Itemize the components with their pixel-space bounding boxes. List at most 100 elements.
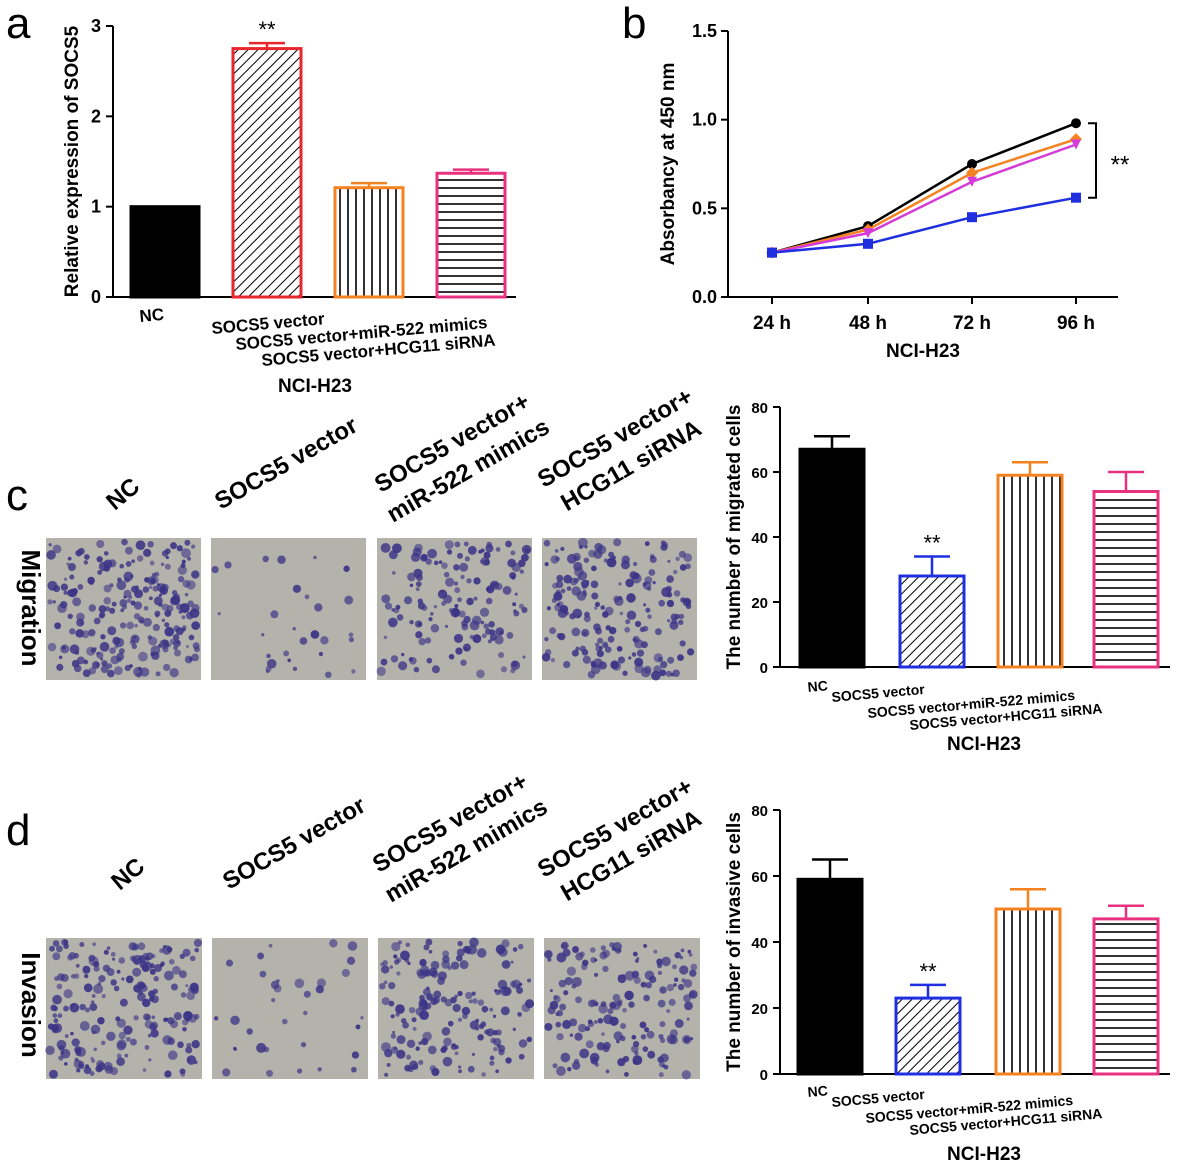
y-tick-label: 80 — [751, 803, 768, 820]
stained-cell — [292, 626, 296, 631]
stained-cell — [173, 1012, 182, 1021]
stained-cell — [443, 571, 450, 578]
stained-cell — [103, 1061, 113, 1071]
stained-cell — [388, 1000, 395, 1007]
stained-cell — [395, 604, 401, 610]
stained-cell — [613, 538, 622, 547]
stained-cell — [106, 946, 111, 950]
stained-cell — [177, 1041, 184, 1049]
stained-cell — [683, 553, 693, 562]
stained-cell — [265, 669, 270, 674]
stained-cell — [169, 638, 177, 645]
stained-cell — [493, 1037, 502, 1047]
stained-cell — [543, 539, 551, 547]
stained-cell — [161, 618, 166, 623]
stained-cell — [292, 584, 302, 593]
y-tick-label: 40 — [751, 530, 768, 547]
stained-cell — [266, 658, 277, 669]
stained-cell — [646, 1030, 655, 1039]
stained-cell — [582, 631, 587, 636]
invasion-micrograph-4 — [544, 938, 700, 1079]
stained-cell — [77, 1060, 85, 1068]
stained-cell — [632, 1060, 638, 1065]
stained-cell — [647, 1050, 656, 1059]
stained-cell — [425, 938, 433, 946]
stained-cell — [609, 1016, 619, 1026]
stained-cell — [616, 645, 623, 652]
stained-cell — [626, 593, 636, 603]
x-tick-label: 48 h — [849, 313, 887, 334]
chart-b-absorbancy: 0.0 0.5 1.0 1.5 24 h 48 h 72 h 96 h Absorbancy a… — [658, 21, 1129, 362]
category-label: NC — [139, 305, 165, 326]
stained-cell — [617, 656, 626, 664]
stained-cell — [176, 545, 183, 552]
stained-cell — [433, 560, 439, 566]
stained-cell — [673, 590, 681, 597]
stained-cell — [191, 544, 196, 549]
stained-cell — [389, 965, 394, 969]
stained-cell — [604, 646, 612, 653]
data-point — [1071, 118, 1081, 129]
bar-4 — [435, 171, 507, 299]
stained-cell — [181, 615, 186, 620]
stained-cell — [483, 559, 490, 566]
stained-cell — [391, 571, 396, 575]
stained-cell — [685, 563, 691, 570]
stained-cell — [63, 590, 68, 595]
stained-cell — [224, 561, 232, 569]
stained-cell — [184, 592, 189, 597]
stained-cell — [660, 661, 668, 669]
stained-cell — [689, 1037, 694, 1041]
stained-cell — [502, 586, 512, 595]
stained-cell — [433, 990, 442, 999]
stained-cell — [619, 611, 624, 616]
stained-cell — [549, 627, 557, 635]
stained-cell — [123, 595, 127, 599]
stained-cell — [287, 658, 291, 663]
stained-cell — [615, 1039, 620, 1044]
stained-cell — [246, 1028, 253, 1035]
stained-cell — [579, 645, 586, 652]
stained-cell — [152, 988, 159, 995]
stained-cell — [67, 613, 73, 619]
stained-cell — [96, 539, 105, 549]
stained-cell — [645, 607, 651, 613]
stained-cell — [344, 595, 354, 605]
stained-cell — [417, 598, 423, 604]
stained-cell — [108, 559, 117, 568]
stained-cell — [118, 1031, 126, 1040]
stained-cell — [139, 619, 144, 624]
stained-cell — [686, 1017, 690, 1021]
stained-cell — [413, 568, 423, 578]
stained-cell — [103, 584, 112, 593]
stained-cell — [634, 663, 644, 674]
stained-cell — [481, 1072, 486, 1077]
stained-cell — [607, 635, 615, 643]
stained-cell — [61, 645, 66, 650]
stained-cell — [620, 1023, 627, 1030]
stained-cell — [152, 585, 159, 592]
stained-cell — [84, 973, 89, 979]
stained-cell — [559, 1003, 567, 1011]
stained-cell — [47, 642, 57, 652]
stained-cell — [57, 603, 67, 613]
x-axis-label: NCI-H23 — [947, 734, 1021, 755]
stained-cell — [562, 1019, 572, 1029]
stained-cell — [632, 572, 640, 580]
stained-cell — [189, 955, 196, 962]
stained-cell — [380, 658, 388, 666]
stained-cell — [683, 1036, 690, 1043]
stained-cell — [445, 577, 455, 587]
stained-cell — [472, 634, 482, 644]
series-line-2 — [771, 137, 1077, 254]
stained-cell — [170, 983, 178, 991]
stained-cell — [424, 1002, 432, 1010]
stained-cell — [164, 609, 172, 617]
stained-cell — [401, 652, 405, 657]
stained-cell — [270, 980, 280, 990]
stained-cell — [168, 958, 175, 965]
bar-2 — [894, 996, 962, 1076]
stained-cell — [120, 608, 125, 613]
stained-cell — [329, 939, 338, 948]
stained-cell — [82, 669, 91, 678]
